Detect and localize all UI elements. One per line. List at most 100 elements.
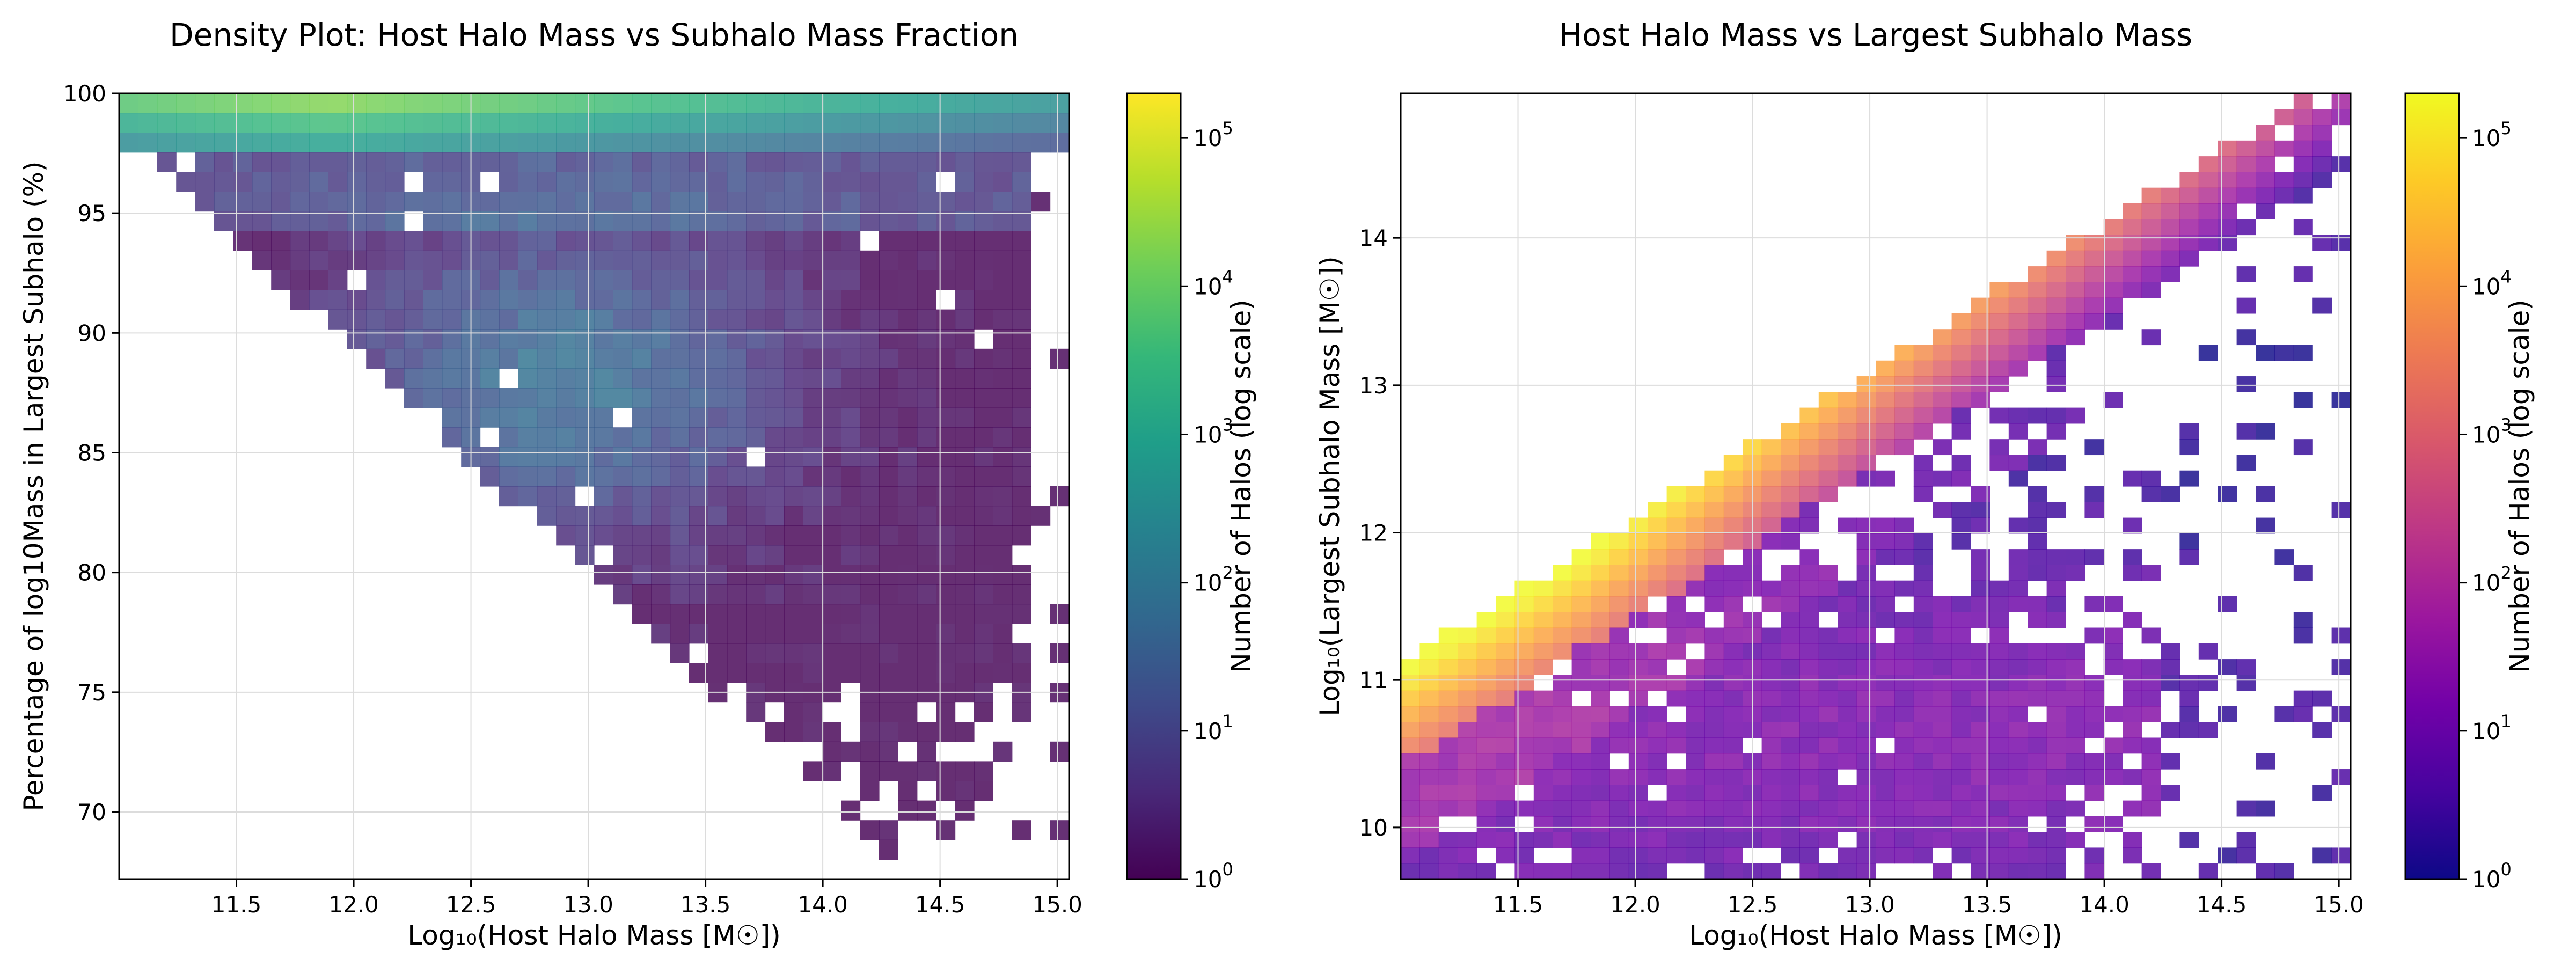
heatmap-cell [1553,722,1572,738]
heatmap-cell [499,447,518,467]
heatmap-cell [1989,627,2009,644]
heatmap-cell [727,584,747,605]
heatmap-cell [955,348,975,369]
heatmap-cell [879,565,898,585]
heatmap-cell [1476,753,1496,770]
heatmap-cell [632,447,652,467]
heatmap-cell [556,309,576,330]
heatmap-cell [2331,235,2351,251]
heatmap-cell [2066,235,2085,251]
heatmap-cell [708,152,728,172]
heatmap-cell [1761,769,1781,785]
heatmap-cell [898,604,918,624]
heatmap-cell [1591,580,1610,597]
heatmap-cell [1723,627,1743,644]
heatmap-cell [613,172,633,192]
heatmap-cell [2008,455,2028,471]
heatmap-cell [1876,549,1895,565]
heatmap-cell [1913,753,1933,770]
heatmap-cell [1876,769,1895,785]
heatmap-cell [879,506,898,526]
heatmap-cell [2274,706,2294,722]
heatmap-cell [1666,486,1686,502]
heatmap-cell [442,348,462,369]
heatmap-cell [2008,345,2028,361]
heatmap-cell [1438,847,1458,864]
heatmap-cell [1533,816,1553,832]
heatmap-cell [1818,769,1838,785]
heatmap-cell [784,388,803,408]
heatmap-cell [385,309,405,330]
heatmap-cell [2103,737,2123,754]
heatmap-cell [1438,722,1458,738]
heatmap-cell [2256,423,2275,440]
right-heatmap-cells [1401,93,2351,879]
heatmap-cell [2008,407,2028,424]
heatmap-cell [841,800,861,821]
heatmap-cell [1876,706,1895,722]
heatmap-cell [917,133,936,153]
heatmap-cell [404,250,423,270]
heatmap-cell [1894,533,1914,550]
heatmap-cell [2141,470,2161,487]
heatmap-cell [651,525,671,546]
heatmap-cell [746,624,766,644]
heatmap-cell [1686,847,1705,864]
heatmap-cell [1838,785,1857,801]
heatmap-cell [1894,816,1914,832]
heatmap-cell [1818,580,1838,597]
heatmap-cell [2331,392,2351,408]
heatmap-cell [632,388,652,408]
heatmap-cell [480,368,500,389]
heatmap-cell [1838,753,1857,770]
heatmap-cell [309,290,328,310]
heatmap-cell [480,290,500,310]
heatmap-cell [2066,800,2085,817]
left-y-axis-label: Percentage of log10Mass in Largest Subha… [18,162,49,811]
heatmap-cell [2141,706,2161,722]
heatmap-cell [2046,722,2066,738]
heatmap-cell [1894,517,1914,534]
heatmap-cell [879,407,898,428]
heatmap-cell [1628,565,1648,581]
heatmap-cell [2161,203,2180,219]
heatmap-cell [518,368,538,389]
heatmap-cell [1989,753,2009,770]
heatmap-cell [917,800,936,821]
heatmap-cell [993,506,1013,526]
heatmap-cell [214,93,233,114]
heatmap-cell [1666,800,1686,817]
heatmap-cell [651,584,671,605]
heatmap-cell [1838,675,1857,691]
heatmap-cell [1761,753,1781,770]
heatmap-cell [1723,816,1743,832]
heatmap-cell [1648,565,1667,581]
heatmap-cell [803,407,823,428]
heatmap-cell [1951,690,1971,707]
heatmap-cell [423,192,443,212]
heatmap-cell [860,506,880,526]
heatmap-cell [1496,659,1515,675]
heatmap-cell [518,466,538,487]
right-plot-frame [1400,92,2352,880]
heatmap-cell [1648,706,1667,722]
heatmap-cell [746,290,766,310]
heatmap-cell [1856,565,1876,581]
heatmap-cell [651,329,671,349]
heatmap-cell [575,447,595,467]
heatmap-cell [480,192,500,212]
heatmap-cell [2028,722,2047,738]
heatmap-cell [765,584,785,605]
heatmap-cell [1666,785,1686,801]
heatmap-cell [974,290,993,310]
heatmap-cell [366,172,386,192]
heatmap-cell [2141,627,2161,644]
heatmap-cell [1989,769,2009,785]
heatmap-cell [1012,290,1031,310]
heatmap-cell [2103,753,2123,770]
colorbar-tick-label: 104 [1194,266,1233,299]
heatmap-cell [1856,407,1876,424]
heatmap-cell [1609,769,1629,785]
heatmap-cell [879,663,898,683]
heatmap-cell [1533,690,1553,707]
